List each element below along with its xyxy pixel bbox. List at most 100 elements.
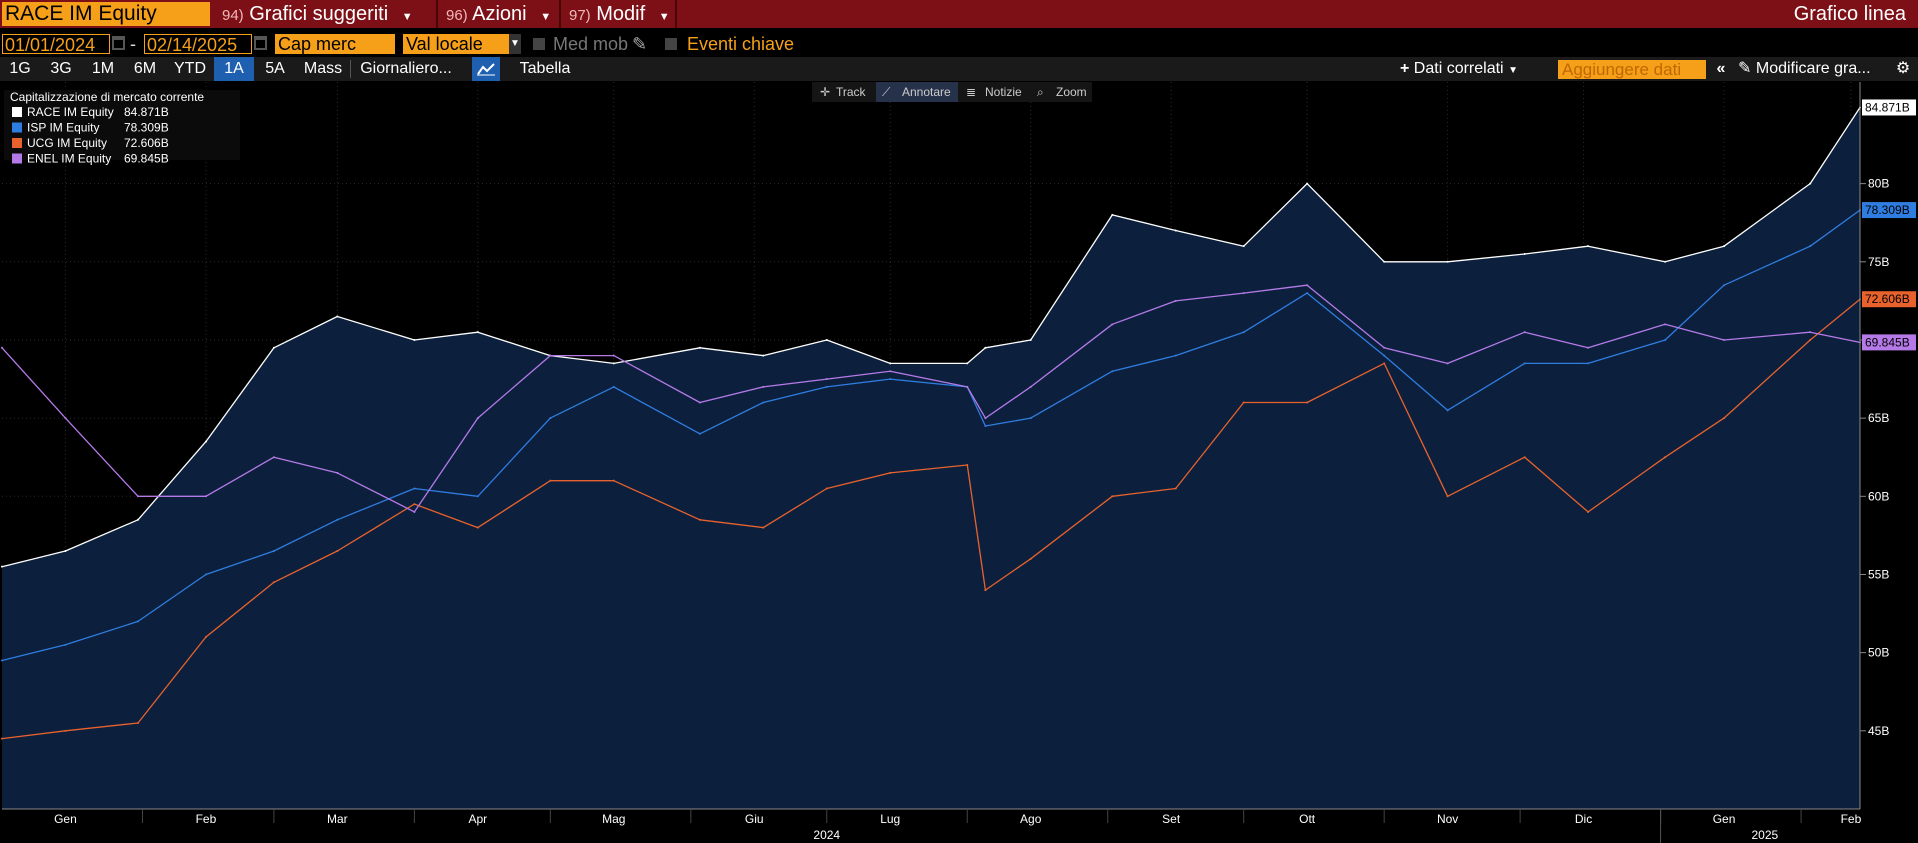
legend-series-value: 84.871B bbox=[124, 105, 169, 119]
data-point bbox=[1523, 456, 1526, 459]
legend-series-value: 78.309B bbox=[124, 121, 169, 135]
x-tick-label: Feb bbox=[1841, 812, 1862, 826]
x-tick-label: Ott bbox=[1299, 812, 1316, 826]
currency-selector[interactable]: Val locale bbox=[403, 34, 509, 54]
data-point bbox=[1174, 229, 1177, 232]
data-point bbox=[762, 526, 765, 529]
last-value-label: 69.845B bbox=[1865, 335, 1910, 349]
year-label: 2024 bbox=[813, 828, 840, 842]
data-point bbox=[136, 620, 139, 623]
table-view-button[interactable]: Tabella bbox=[519, 60, 571, 77]
x-tick-label: Nov bbox=[1437, 812, 1458, 826]
menu-divider bbox=[436, 0, 438, 28]
moving-average-checkbox[interactable] bbox=[533, 38, 545, 50]
add-data-input[interactable]: Aggiungere dati bbox=[1558, 60, 1706, 79]
chart-title: Capitalizzazione di mercato corrente bbox=[10, 90, 204, 104]
data-point bbox=[1809, 245, 1812, 248]
data-point bbox=[1587, 362, 1590, 365]
range-1g-button[interactable]: 1G bbox=[9, 60, 31, 77]
data-point bbox=[1383, 354, 1386, 357]
data-point bbox=[698, 346, 701, 349]
start-date-input[interactable]: 01/01/2024 bbox=[2, 34, 110, 55]
menu-azioni[interactable]: 96) Azioni ▼ bbox=[446, 0, 551, 28]
data-point bbox=[889, 362, 892, 365]
last-value-tag bbox=[1862, 291, 1916, 308]
crosshair-icon[interactable]: ✛ bbox=[820, 85, 830, 99]
data-point bbox=[984, 424, 987, 427]
gear-icon[interactable]: ⚙ bbox=[1895, 60, 1911, 77]
y-tick-label: 45B bbox=[1868, 724, 1889, 738]
legend: RACE IM Equity 84.871B ISP IM Equity 78.309… bbox=[12, 105, 169, 166]
range-1m-button[interactable]: 1M bbox=[91, 60, 115, 77]
frequency-selector[interactable]: Giornaliero... bbox=[360, 60, 452, 77]
field-selector[interactable]: Cap merc bbox=[275, 34, 395, 54]
data-point bbox=[1174, 299, 1177, 302]
data-point bbox=[612, 385, 615, 388]
data-point bbox=[1523, 331, 1526, 334]
pencil-icon[interactable]: ✎ bbox=[632, 34, 648, 54]
data-point bbox=[1523, 252, 1526, 255]
calendar-icon[interactable] bbox=[254, 36, 267, 50]
data-point bbox=[1029, 385, 1032, 388]
line-chart-icon[interactable] bbox=[472, 57, 500, 81]
news-icon[interactable]: ≣ bbox=[966, 85, 976, 99]
data-point bbox=[1383, 260, 1386, 263]
data-point bbox=[1174, 487, 1177, 490]
range-5a-button[interactable]: 5A bbox=[265, 60, 285, 77]
legend-series-name: RACE IM Equity bbox=[27, 105, 114, 119]
news-tool[interactable]: Notizie bbox=[985, 85, 1022, 99]
track-tool[interactable]: Track bbox=[836, 85, 867, 99]
modify-chart-button[interactable]: ✎ Modificare gra... bbox=[1738, 57, 1886, 81]
data-point bbox=[1306, 292, 1309, 295]
range-ytd-button[interactable]: YTD bbox=[174, 60, 206, 77]
data-point bbox=[272, 346, 275, 349]
market-cap-line-chart[interactable]: 45B50B55B60B65B70B75B80B84.871B78.309B72… bbox=[0, 82, 1918, 843]
zoom-tool[interactable]: Zoom bbox=[1056, 85, 1087, 99]
data-point bbox=[1723, 417, 1726, 420]
chart-type-title: Grafico linea bbox=[1793, 3, 1906, 25]
chevron-down-icon[interactable]: ▼ bbox=[509, 34, 521, 54]
data-point bbox=[413, 503, 416, 506]
key-events-checkbox[interactable] bbox=[665, 38, 677, 50]
range-6m-button[interactable]: 6M bbox=[133, 60, 157, 77]
menu-label: Modif bbox=[596, 3, 646, 25]
modify-chart-label: Modificare gra... bbox=[1755, 60, 1871, 77]
date-separator: - bbox=[130, 34, 136, 54]
data-point bbox=[1587, 346, 1590, 349]
data-point bbox=[612, 362, 615, 365]
area-fill bbox=[2, 107, 1860, 809]
data-point bbox=[984, 346, 987, 349]
range-mass-button[interactable]: Mass bbox=[303, 60, 343, 77]
menu-divider bbox=[675, 0, 677, 28]
last-value-label: 78.309B bbox=[1865, 203, 1910, 217]
legend-box bbox=[4, 90, 240, 160]
data-point bbox=[1174, 354, 1177, 357]
data-point bbox=[612, 354, 615, 357]
x-tick-label: Giu bbox=[745, 812, 764, 826]
data-point bbox=[825, 338, 828, 341]
menu-grafici-suggeriti[interactable]: 94) Grafici suggeriti ▼ bbox=[222, 0, 413, 28]
range-1a-button[interactable]: 1A bbox=[214, 57, 254, 81]
data-point bbox=[64, 550, 67, 553]
top-menu-bar: RACE IM Equity 94) Grafici suggeriti ▼ 9… bbox=[0, 0, 1918, 28]
data-point bbox=[1242, 292, 1245, 295]
end-date-input[interactable]: 02/14/2025 bbox=[144, 34, 252, 55]
related-data-label: Dati correlati bbox=[1413, 60, 1504, 77]
annotate-tool[interactable]: Annotare bbox=[902, 85, 951, 99]
pencil-icon[interactable]: ⟋ bbox=[882, 85, 891, 99]
legend-swatch bbox=[12, 122, 22, 133]
data-point bbox=[984, 417, 987, 420]
x-tick-label: Gen bbox=[1713, 812, 1736, 826]
data-point bbox=[612, 479, 615, 482]
race-area-fill bbox=[2, 107, 1860, 809]
menu-modif[interactable]: 97) Modif ▼ bbox=[569, 0, 670, 28]
calendar-icon[interactable] bbox=[112, 36, 125, 50]
ticker-field[interactable]: RACE IM Equity bbox=[2, 2, 210, 26]
range-3g-button[interactable]: 3G bbox=[50, 60, 72, 77]
related-data-button[interactable]: + Dati correlati ▼ bbox=[1400, 57, 1548, 81]
data-point bbox=[336, 518, 339, 521]
data-point bbox=[1446, 362, 1449, 365]
zoom-icon[interactable]: ⌕ bbox=[1037, 85, 1044, 99]
collapse-double-chevron-icon[interactable]: « bbox=[1716, 60, 1726, 77]
data-point bbox=[889, 378, 892, 381]
